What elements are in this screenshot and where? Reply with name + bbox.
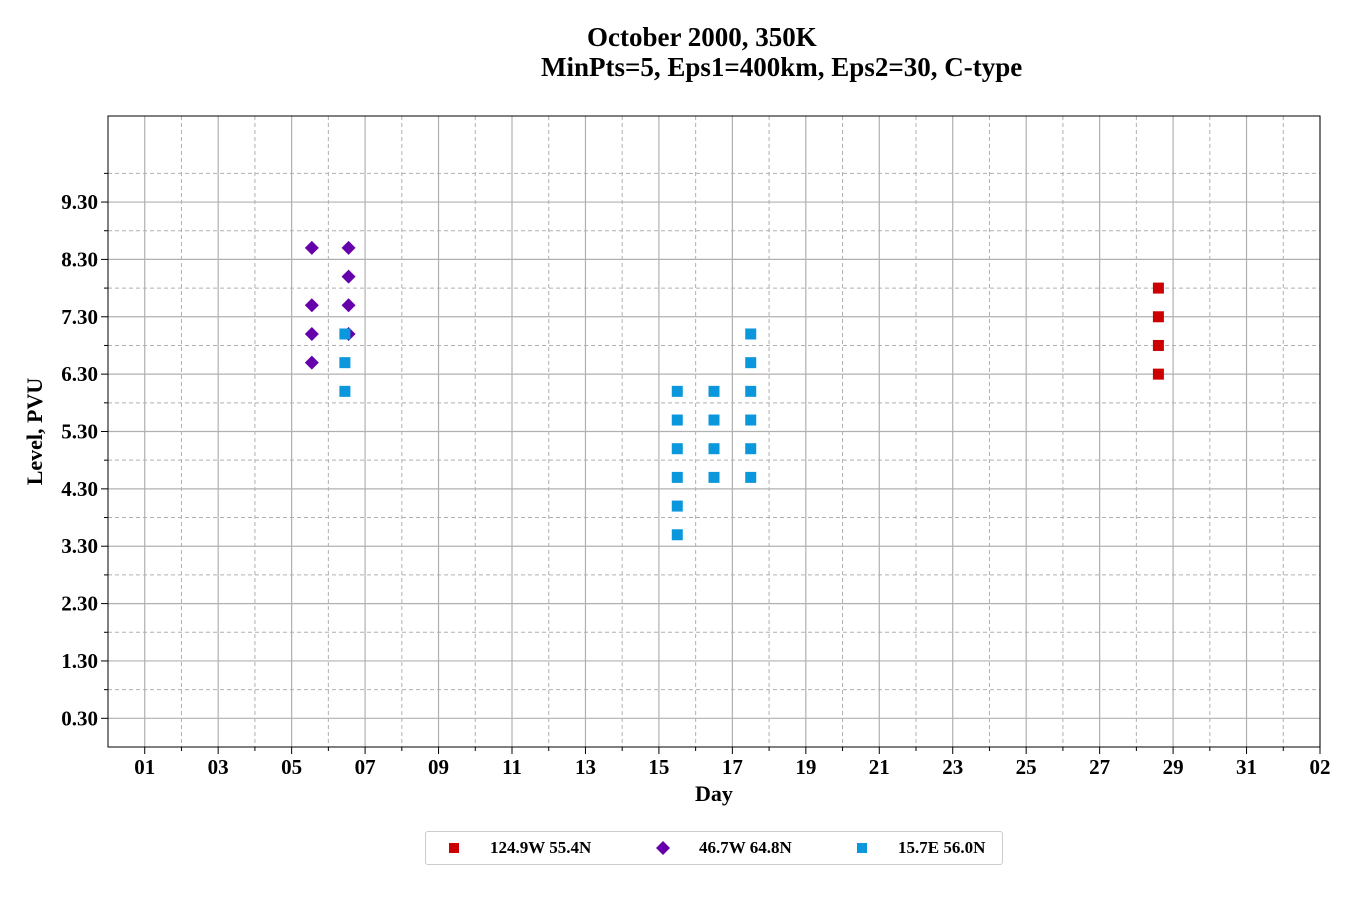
y-tick-label: 0.30 [61,706,98,730]
x-tick-label: 05 [281,755,302,779]
data-point-series-3 [708,414,720,426]
data-point-series-3 [745,385,757,397]
legend-item-series-3: 15.7E 56.0N [852,832,985,864]
data-point-series-3 [671,414,683,426]
legend-label-series-3: 15.7E 56.0N [898,838,986,857]
data-point-series-2 [341,240,356,255]
y-tick-label: 8.30 [61,247,98,271]
data-point-series-3 [671,385,683,397]
x-tick-label: 23 [942,755,963,779]
x-tick-label: 31 [1236,755,1257,779]
data-point-series-3 [671,529,683,541]
legend-item-series-2: 46.7W 64.8N [653,832,792,864]
data-point-series-1 [1152,282,1164,294]
data-point-series-3 [339,385,351,397]
data-point-series-3 [745,328,757,340]
data-point-series-3 [708,385,720,397]
data-point-series-2 [341,269,356,284]
x-axis-label: Day [695,781,733,806]
x-tick-label: 15 [648,755,669,779]
x-tick-label: 02 [1310,755,1331,779]
data-point-series-2 [304,240,319,255]
data-point-series-3 [708,443,720,455]
y-tick-label: 2.30 [61,592,98,616]
x-tick-label: 21 [869,755,890,779]
y-tick-label: 7.30 [61,305,98,329]
data-point-series-3 [339,328,351,340]
x-tick-label: 11 [502,755,522,779]
y-tick-label: 6.30 [61,362,98,386]
y-tick-label: 9.30 [61,190,98,214]
legend: 124.9W 55.4N 46.7W 64.8N 15.7E 56.0N [425,831,1003,865]
chart-title: October 2000, 350K [587,22,817,52]
data-point-series-3 [708,471,720,483]
data-point-series-3 [745,471,757,483]
y-tick-label: 5.30 [61,420,98,444]
data-point-series-3 [745,443,757,455]
data-point-series-2 [304,355,319,370]
chart-subtitle: MinPts=5, Eps1=400km, Eps2=30, C-type [541,52,1023,82]
x-tick-label: 13 [575,755,596,779]
data-points [304,240,1164,541]
legend-marker-series-3 [857,843,867,853]
x-tick-label: 03 [208,755,229,779]
data-point-series-3 [745,357,757,369]
data-point-series-1 [1152,311,1164,323]
axis-ticks: 01 03 05 07 09 11 13 15 17 19 21 23 25 27 29 31 02 0.30 1.… [61,172,1331,779]
data-point-series-2 [304,298,319,313]
legend-label-series-1: 124.9W 55.4N [490,838,592,857]
data-point-series-3 [671,500,683,512]
x-tick-label: 27 [1089,755,1110,779]
data-point-series-1 [1152,339,1164,351]
x-tick-label: 17 [722,755,743,779]
x-tick-label: 07 [355,755,376,779]
legend-label-series-2: 46.7W 64.8N [699,838,792,857]
data-point-series-3 [339,357,351,369]
y-axis-label: Level, PVU [22,378,47,486]
data-point-series-1 [1152,368,1164,380]
x-tick-label: 25 [1016,755,1037,779]
data-point-series-2 [304,326,319,341]
x-tick-label: 01 [134,755,155,779]
data-point-series-3 [745,414,757,426]
legend-item-series-1: 124.9W 55.4N [444,832,591,864]
y-tick-label: 1.30 [61,649,98,673]
grid [108,116,1321,747]
legend-marker-series-2 [656,841,670,855]
data-point-series-2 [341,298,356,313]
x-tick-label: 19 [795,755,816,779]
y-tick-label: 3.30 [61,534,98,558]
legend-marker-series-1 [449,843,459,853]
plot-frame [107,115,1321,748]
data-point-series-3 [671,443,683,455]
y-tick-label: 4.30 [61,477,98,501]
x-tick-label: 29 [1163,755,1184,779]
x-tick-label: 09 [428,755,449,779]
data-point-series-3 [671,471,683,483]
